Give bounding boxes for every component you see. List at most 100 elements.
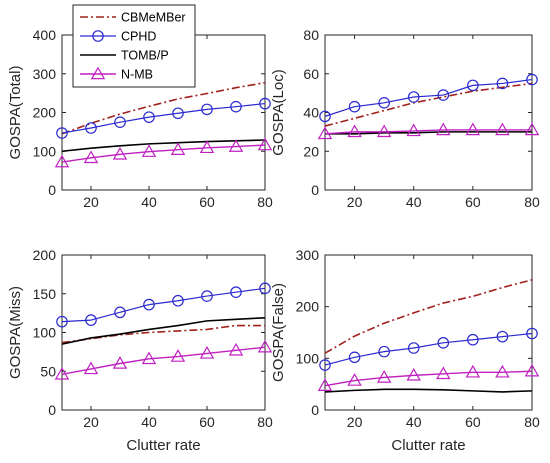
data-point-cphd	[526, 327, 538, 340]
series-line-tomb-p	[61, 316, 266, 345]
data-point-cphd	[407, 91, 420, 103]
y-tick-label: 80	[303, 27, 319, 43]
series-cbmember	[61, 81, 266, 135]
x-tick-label: 60	[465, 194, 481, 210]
data-point-n-mb	[465, 364, 481, 378]
series-line-tomb-p	[61, 139, 266, 153]
x-axis-label: Clutter rate	[126, 437, 200, 454]
data-point-n-mb	[54, 154, 70, 168]
y-tick-label: 300	[296, 247, 320, 263]
y-tick-label: 100	[296, 350, 320, 366]
x-tick-label: 20	[83, 414, 99, 430]
series-line-cbmember	[324, 279, 533, 354]
subplot-3: 20 40 60 80 0 50 100 150 200 GOSPA(Miss) Clutter r…	[7, 247, 273, 454]
data-point-cphd	[56, 127, 68, 139]
series-cphd	[319, 327, 538, 371]
series-tomb-p	[324, 388, 533, 393]
series-line-n-mb	[61, 144, 266, 163]
data-point-n-mb	[83, 150, 99, 164]
y-tick-label: 20	[303, 143, 319, 159]
data-point-n-mb	[112, 356, 128, 369]
series-n-mb	[317, 363, 540, 391]
y-tick-label: 400	[33, 27, 57, 43]
series-line-n-mb	[61, 346, 266, 376]
data-point-n-mb	[317, 126, 333, 140]
data-point-n-mb	[257, 339, 273, 353]
data-point-cphd	[201, 103, 213, 116]
data-point-cphd	[348, 351, 361, 364]
y-tick-label: 0	[311, 182, 319, 198]
data-point-cphd	[526, 73, 538, 86]
x-tick-label: 40	[406, 414, 422, 430]
y-axis-label: GOSPA(Total)	[7, 66, 24, 160]
series-n-mb	[54, 137, 273, 168]
legend-label-cphd: CPHD	[121, 30, 156, 44]
series-line-cbmember	[324, 82, 533, 127]
series-cbmember	[324, 82, 533, 127]
data-point-n-mb	[317, 378, 333, 391]
data-point-n-mb	[112, 146, 128, 160]
x-tick-label: 80	[257, 414, 273, 430]
data-point-cphd	[467, 79, 479, 92]
x-axis-label: Clutter rate	[391, 437, 465, 454]
y-tick-label: 200	[33, 247, 57, 263]
data-point-cphd	[407, 342, 420, 354]
x-tick-label: 40	[141, 194, 157, 210]
data-point-cphd	[467, 333, 479, 346]
y-tick-label: 40	[303, 105, 319, 121]
y-tick-label: 0	[48, 402, 56, 418]
series-line-tomb-p	[324, 388, 533, 393]
plot-frame	[324, 254, 533, 411]
y-tick-label: 50	[40, 363, 56, 379]
y-tick-label: 0	[311, 402, 319, 418]
data-point-cphd	[172, 107, 184, 120]
data-point-n-mb	[83, 361, 99, 375]
data-point-cphd	[259, 97, 271, 110]
legend-marker-n-mb	[90, 66, 106, 80]
subplot-1: 20 40 60 80 0 100 200 300 400 GOSPA(Total) CBMeMBe…	[7, 4, 273, 210]
x-tick-label: 20	[83, 194, 99, 210]
x-tick-label: 20	[347, 414, 363, 430]
data-point-n-mb	[347, 124, 362, 138]
data-point-cphd	[201, 290, 213, 302]
x-tick-label: 80	[524, 414, 540, 430]
series-cbmember	[324, 279, 533, 354]
y-tick-label: 300	[33, 66, 57, 82]
data-point-cphd	[85, 122, 97, 134]
y-tick-label: 100	[33, 143, 57, 159]
data-point-n-mb	[141, 144, 157, 157]
data-point-n-mb	[436, 122, 451, 136]
data-point-n-mb	[257, 137, 273, 151]
data-point-cphd	[114, 306, 126, 319]
data-point-n-mb	[495, 364, 510, 378]
data-point-cphd	[437, 89, 450, 101]
series-line-n-mb	[324, 370, 533, 387]
data-point-cphd	[143, 298, 155, 311]
data-point-n-mb	[347, 373, 362, 386]
subplot-2: 20 40 60 80 0 20 40 60 80 GOSPA(Loc)	[270, 27, 540, 210]
legend: CBMeMBer CPHD TOMB/P N-MB	[72, 4, 196, 88]
data-point-n-mb	[376, 124, 392, 138]
x-tick-label: 60	[465, 414, 481, 430]
data-point-cphd	[85, 314, 97, 326]
data-point-n-mb	[465, 122, 481, 136]
data-point-n-mb	[376, 370, 392, 383]
data-point-cphd	[230, 286, 242, 298]
x-tick-label: 80	[257, 194, 273, 210]
data-point-n-mb	[436, 366, 451, 380]
data-point-n-mb	[199, 346, 215, 359]
data-point-n-mb	[228, 139, 244, 152]
data-point-cphd	[496, 77, 509, 90]
x-tick-label: 40	[141, 414, 157, 430]
subplot-4: 20 40 60 80 0 100 200 300 GOSPA(False) Clutter ra…	[270, 247, 540, 454]
data-point-cphd	[259, 282, 271, 295]
data-point-n-mb	[141, 351, 157, 365]
data-point-n-mb	[199, 140, 215, 154]
series-n-mb	[317, 122, 540, 140]
y-axis-label: GOSPA(Loc)	[270, 69, 287, 155]
y-tick-label: 60	[303, 66, 319, 82]
series-tomb-p	[61, 316, 266, 345]
series-tomb-p	[61, 139, 266, 153]
y-tick-label: 150	[33, 286, 57, 302]
data-point-n-mb	[170, 349, 186, 362]
